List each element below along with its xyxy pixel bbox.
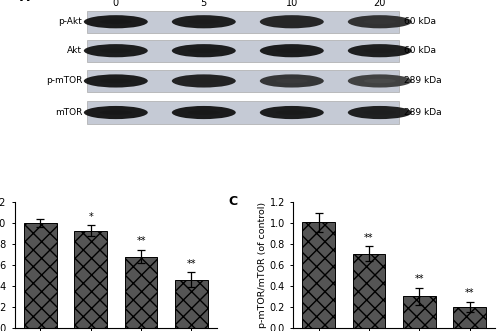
Bar: [124, 257, 158, 328]
Ellipse shape: [172, 15, 236, 28]
Ellipse shape: [172, 106, 236, 119]
Text: **: **: [364, 233, 374, 243]
Ellipse shape: [188, 48, 220, 53]
Ellipse shape: [260, 44, 324, 57]
Text: 60 kDa: 60 kDa: [404, 17, 436, 26]
Ellipse shape: [188, 79, 220, 83]
Ellipse shape: [364, 48, 396, 53]
Text: 20: 20: [374, 0, 386, 8]
Text: p-mTOR: p-mTOR: [46, 76, 82, 85]
Text: 60 kDa: 60 kDa: [404, 46, 436, 55]
Text: 0: 0: [112, 0, 119, 8]
Y-axis label: p-mTOR/mTOR (of control): p-mTOR/mTOR (of control): [258, 202, 267, 328]
Bar: [352, 254, 386, 328]
Text: 289 kDa: 289 kDa: [404, 76, 442, 85]
Text: *: *: [88, 212, 93, 222]
Bar: [87, 11, 399, 33]
Ellipse shape: [188, 110, 220, 115]
Bar: [24, 223, 56, 328]
Text: p-Akt: p-Akt: [58, 17, 82, 26]
Ellipse shape: [84, 44, 148, 57]
Text: C: C: [229, 195, 238, 208]
Bar: [87, 101, 399, 124]
Text: **: **: [186, 259, 196, 269]
Bar: [454, 307, 486, 328]
Bar: [87, 70, 399, 92]
Ellipse shape: [276, 20, 308, 24]
Text: **: **: [465, 288, 474, 298]
Text: A: A: [20, 0, 30, 4]
Ellipse shape: [84, 15, 148, 28]
Ellipse shape: [348, 15, 412, 28]
Ellipse shape: [260, 106, 324, 119]
Ellipse shape: [276, 110, 308, 115]
Ellipse shape: [100, 48, 132, 53]
Ellipse shape: [276, 48, 308, 53]
Bar: [74, 231, 107, 328]
Ellipse shape: [100, 20, 132, 24]
Ellipse shape: [276, 79, 308, 83]
Ellipse shape: [348, 44, 412, 57]
Text: 10: 10: [286, 0, 298, 8]
Ellipse shape: [100, 79, 132, 83]
Ellipse shape: [100, 110, 132, 115]
Text: Akt: Akt: [67, 46, 82, 55]
Ellipse shape: [172, 44, 236, 57]
Ellipse shape: [364, 110, 396, 115]
Ellipse shape: [364, 79, 396, 83]
Ellipse shape: [84, 106, 148, 119]
Ellipse shape: [172, 74, 236, 87]
Ellipse shape: [188, 20, 220, 24]
Text: 5: 5: [200, 0, 207, 8]
Ellipse shape: [84, 74, 148, 87]
Ellipse shape: [260, 74, 324, 87]
Bar: [403, 296, 436, 328]
Text: **: **: [414, 274, 424, 284]
Bar: [87, 39, 399, 62]
Text: mTOR: mTOR: [55, 108, 82, 117]
Text: **: **: [136, 236, 146, 246]
Bar: [175, 280, 208, 328]
Ellipse shape: [348, 74, 412, 87]
Text: 289 kDa: 289 kDa: [404, 108, 442, 117]
Bar: [302, 222, 335, 328]
Ellipse shape: [260, 15, 324, 28]
Ellipse shape: [364, 20, 396, 24]
Ellipse shape: [348, 106, 412, 119]
